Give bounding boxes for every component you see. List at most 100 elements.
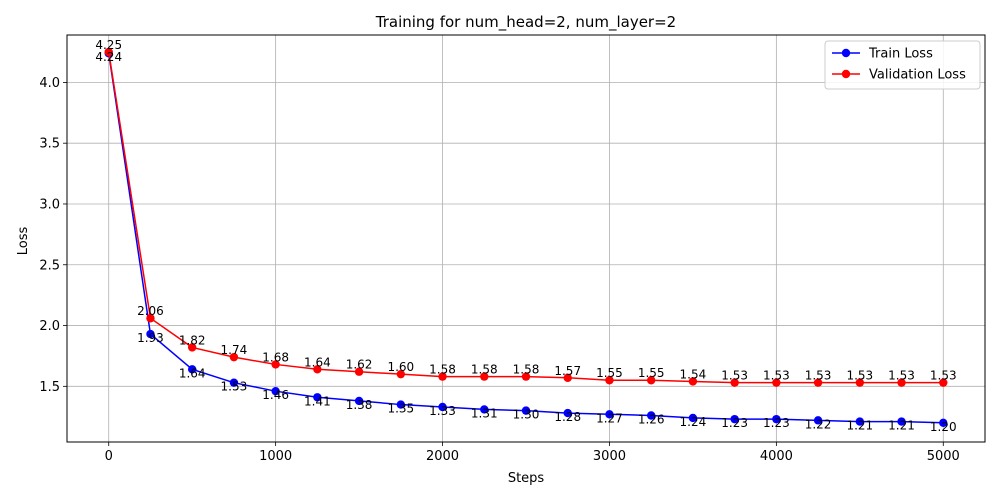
data-point — [521, 406, 531, 415]
y-tick-label: 3.5 — [39, 137, 60, 152]
data-point — [730, 378, 739, 387]
data-label: 1.46 — [262, 388, 289, 402]
x-tick-label: 2000 — [426, 449, 459, 464]
data-point — [605, 410, 614, 419]
data-label: 4.24 — [95, 50, 122, 64]
data-point — [396, 369, 406, 379]
data-label: 1.54 — [680, 367, 707, 381]
data-point — [813, 378, 823, 387]
data-label: 1.58 — [471, 363, 498, 377]
data-point — [939, 378, 948, 387]
data-point — [104, 47, 113, 57]
data-point — [521, 372, 531, 381]
data-label: 1.53 — [221, 380, 248, 394]
y-tick-label: 4.0 — [39, 76, 60, 91]
data-point — [646, 411, 656, 420]
data-point — [313, 365, 322, 374]
data-point — [438, 402, 447, 412]
x-tick-label: 0 — [105, 449, 113, 464]
data-point — [229, 352, 239, 362]
data-label: 1.60 — [387, 360, 414, 374]
legend-swatch-marker — [841, 48, 851, 58]
y-axis-label: Loss — [16, 227, 31, 256]
data-label: 1.64 — [179, 366, 206, 380]
data-point — [813, 416, 823, 425]
y-tick-label: 2.0 — [39, 319, 60, 334]
data-point — [229, 378, 239, 387]
data-label: 1.28 — [554, 410, 581, 424]
data-point — [313, 393, 322, 402]
legend-box — [824, 40, 981, 90]
data-label: 1.30 — [513, 408, 540, 422]
data-point — [855, 378, 865, 387]
data-label: 1.21 — [846, 419, 873, 433]
legend-swatch-marker — [841, 69, 851, 79]
data-point — [563, 408, 572, 418]
data-label: 1.41 — [304, 394, 331, 408]
data-label: 1.62 — [346, 358, 373, 372]
data-point — [146, 314, 155, 323]
data-point — [772, 378, 781, 387]
data-point — [646, 376, 656, 385]
x-axis-ticks: 0 1000 2000 3000 4000 5000 — [105, 442, 960, 464]
data-point — [772, 414, 781, 424]
legend: Train Loss Validation Loss — [824, 40, 981, 90]
x-tick-label: 5000 — [927, 449, 960, 464]
data-labels: 4.24 1.93 1.64 1.53 1.46 1.41 1.38 1.35 1.33 1.31… — [95, 38, 956, 434]
grid — [67, 35, 985, 442]
x-tick-label: 1000 — [259, 449, 292, 464]
data-point — [354, 367, 364, 376]
data-point — [354, 396, 364, 406]
data-label: 1.74 — [221, 343, 248, 357]
plot-frame — [66, 34, 986, 443]
x-axis-label: Steps — [508, 471, 545, 486]
data-label: 1.53 — [930, 369, 957, 383]
data-label: 1.23 — [763, 416, 790, 430]
data-point — [730, 414, 739, 424]
data-label: 1.53 — [721, 369, 748, 383]
y-axis-ticks: 1.5 2.0 2.5 3.0 3.5 4.0 — [39, 76, 67, 395]
data-point — [480, 405, 489, 414]
data-point — [897, 378, 906, 387]
data-point — [146, 329, 155, 339]
data-label: 1.23 — [721, 416, 748, 430]
data-label: 2.06 — [137, 304, 164, 318]
data-point — [480, 372, 489, 381]
data-point — [605, 376, 614, 385]
data-point — [897, 417, 906, 426]
y-tick-label: 1.5 — [39, 380, 60, 395]
data-label: 1.35 — [387, 402, 414, 416]
data-point — [563, 373, 572, 383]
data-point — [271, 360, 280, 369]
y-tick-label: 2.5 — [39, 258, 60, 273]
x-tick-label: 3000 — [593, 449, 626, 464]
data-label: 4.25 — [95, 38, 122, 52]
data-point — [396, 400, 406, 409]
data-label: 1.26 — [638, 412, 665, 426]
data-point — [939, 418, 948, 427]
data-label: 1.53 — [846, 369, 873, 383]
data-label: 1.55 — [596, 366, 623, 380]
data-label: 1.55 — [638, 366, 665, 380]
data-point — [688, 377, 698, 386]
data-point — [855, 417, 865, 426]
data-point — [187, 365, 197, 374]
data-point — [271, 386, 280, 396]
data-label: 1.53 — [888, 369, 915, 383]
data-point — [438, 372, 447, 381]
data-label: 1.38 — [346, 398, 373, 412]
legend-label: Validation Loss — [869, 68, 966, 83]
x-tick-label: 4000 — [760, 449, 793, 464]
data-label: 1.24 — [680, 415, 707, 429]
data-point — [688, 413, 698, 423]
data-label: 1.82 — [179, 333, 206, 347]
data-label: 1.21 — [888, 419, 915, 433]
data-label: 1.53 — [763, 369, 790, 383]
data-label: 1.33 — [429, 404, 456, 418]
data-label: 1.27 — [596, 411, 623, 425]
data-label: 1.58 — [513, 363, 540, 377]
data-label: 1.53 — [805, 369, 832, 383]
data-label: 1.68 — [262, 350, 289, 364]
data-label: 1.31 — [471, 406, 498, 420]
